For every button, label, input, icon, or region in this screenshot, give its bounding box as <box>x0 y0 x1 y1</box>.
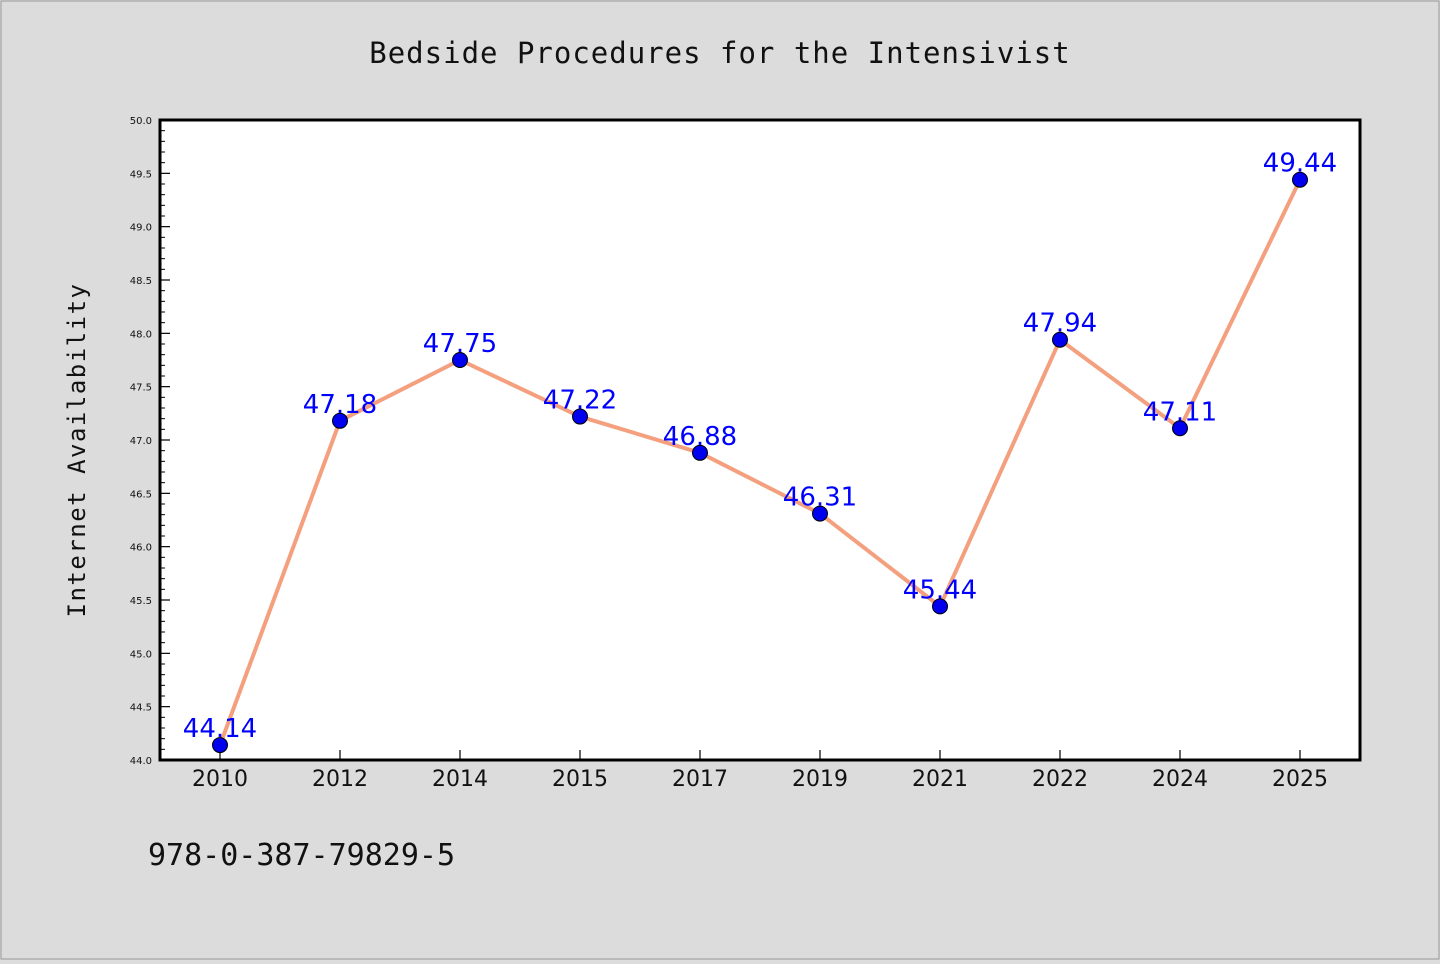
data-point <box>332 412 348 429</box>
data-label: 47.22 <box>543 386 617 416</box>
data-point <box>692 444 708 461</box>
y-tick-label: 45.5 <box>130 596 152 607</box>
data-point <box>1292 171 1308 188</box>
y-tick-label: 45.0 <box>130 649 152 660</box>
y-tick-label: 44.0 <box>130 756 152 767</box>
x-tick-label: 2021 <box>912 767 968 792</box>
x-tick-label: 2024 <box>1152 767 1208 792</box>
x-tick-label: 2025 <box>1272 767 1328 792</box>
x-tick-label: 2017 <box>672 767 728 792</box>
x-tick-label: 2019 <box>792 767 848 792</box>
data-point <box>932 598 948 615</box>
x-tick-label: 2014 <box>432 767 488 792</box>
data-label: 46.88 <box>663 422 737 452</box>
x-tick-label: 2012 <box>312 767 368 792</box>
data-label: 45.44 <box>903 575 977 605</box>
data-point <box>572 408 588 425</box>
series-layer: 44.14 47.18 47.75 47.22 46.88 46.31 45.44 47.94… <box>183 149 1337 754</box>
data-label: 49.44 <box>1263 149 1337 179</box>
y-tick-label: 49.0 <box>130 223 152 234</box>
data-point <box>1052 331 1068 348</box>
x-tick-label: 2010 <box>192 767 248 792</box>
y-tick-label: 48.5 <box>130 276 152 287</box>
y-tick-label: 46.0 <box>130 543 152 554</box>
y-axis: 44.0 44.5 45.0 45.5 46.0 46.5 47.0 47.5 48.0 48.5… <box>130 116 170 767</box>
data-label: 47.18 <box>303 390 377 420</box>
chart-title: Bedside Procedures for the Intensivist <box>369 36 1070 70</box>
y-tick-label: 47.5 <box>130 383 152 394</box>
data-label: 47.94 <box>1023 309 1097 339</box>
y-tick-label: 47.0 <box>130 436 152 447</box>
y-tick-label: 46.5 <box>130 489 152 500</box>
data-label: 46.31 <box>783 483 857 513</box>
y-axis-label: Internet Availability <box>63 283 91 618</box>
x-tick-label: 2015 <box>552 767 608 792</box>
data-label: 47.11 <box>1143 397 1217 427</box>
series-line <box>218 177 1302 748</box>
data-point <box>1172 420 1188 437</box>
data-point <box>812 505 828 522</box>
data-point <box>452 352 468 368</box>
plot-area <box>158 118 1362 762</box>
data-point <box>212 737 228 754</box>
x-tick-label: 2022 <box>1032 767 1088 792</box>
x-axis: 2010 2012 2014 2015 2017 2019 2021 2022 2024 2025 <box>192 750 1328 792</box>
y-tick-label: 48.0 <box>130 329 152 340</box>
isbn-text: 978-0-387-79829-5 <box>148 838 455 873</box>
data-label: 44.14 <box>183 714 257 744</box>
y-tick-label: 50.0 <box>130 116 152 127</box>
y-tick-label: 44.5 <box>130 703 152 714</box>
data-label: 47.75 <box>423 329 497 359</box>
y-tick-label: 49.5 <box>130 169 152 180</box>
